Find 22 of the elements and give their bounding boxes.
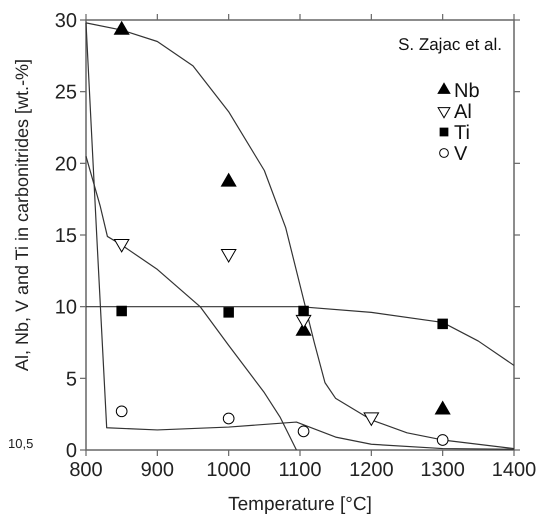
y-tick-label: 20 bbox=[54, 153, 77, 176]
x-axis-title: Temperature [°C] bbox=[228, 494, 372, 515]
y-tick-label: 10 bbox=[54, 296, 77, 319]
x-tick-label: 800 bbox=[69, 459, 103, 481]
legend-label: Al bbox=[454, 101, 472, 123]
x-tick-label: 1400 bbox=[492, 459, 536, 481]
legend-label: Nb bbox=[454, 80, 480, 102]
text: 10,5 bbox=[8, 436, 34, 451]
legend-label: V bbox=[454, 143, 468, 165]
y-axis-title: Al, Nb, V and Ti in carbonitrides [wt.-%] bbox=[12, 58, 32, 372]
y-tick-label: 5 bbox=[66, 368, 77, 390]
x-tick-label: 1200 bbox=[349, 459, 394, 481]
y-tick-label: 0 bbox=[66, 440, 77, 462]
x-tick-label: 1300 bbox=[420, 459, 465, 481]
annotation: S. Zajac et al. bbox=[398, 35, 502, 54]
y-tick-label: 15 bbox=[54, 225, 77, 247]
y-tick-label: 30 bbox=[54, 10, 77, 32]
y-tick-label: 25 bbox=[54, 82, 77, 104]
legend-label: Ti bbox=[454, 122, 470, 144]
x-tick-label: 1000 bbox=[206, 459, 251, 481]
x-tick-label: 900 bbox=[140, 459, 174, 481]
x-tick-label: 1100 bbox=[278, 459, 322, 481]
